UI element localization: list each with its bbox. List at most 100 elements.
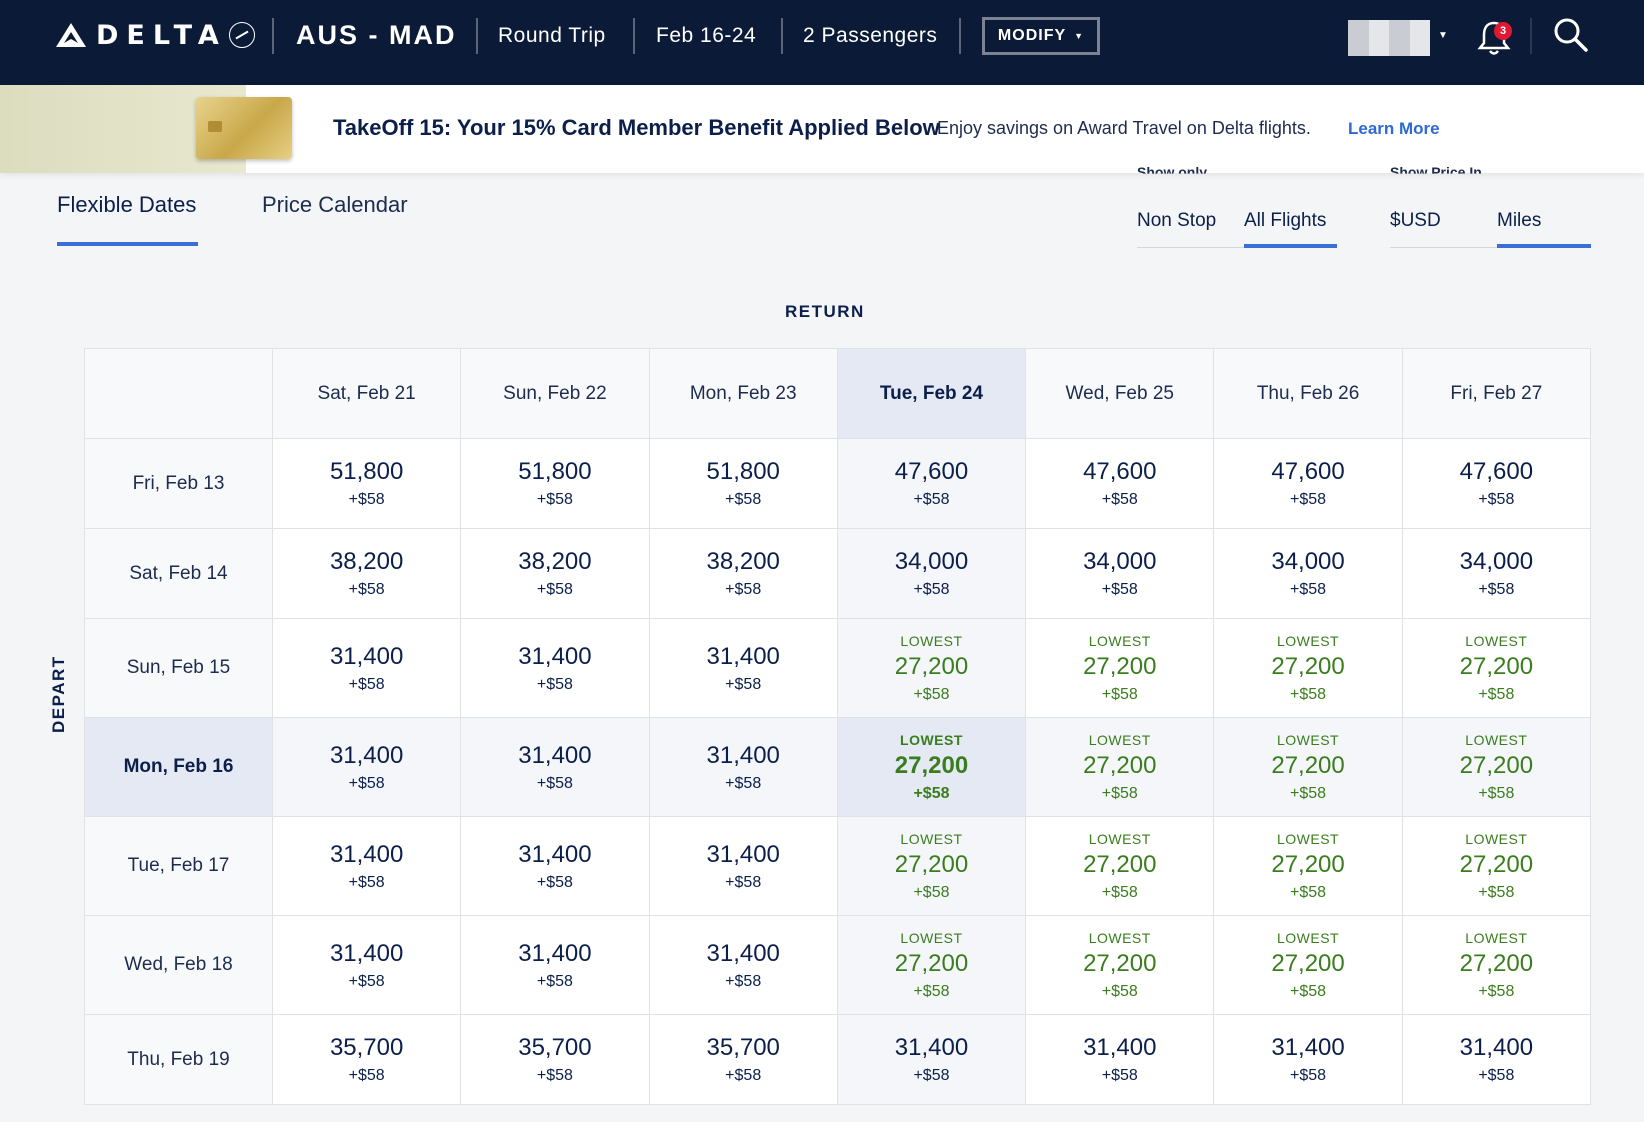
fare-cell[interactable]: 47,600 +$58 — [1213, 438, 1403, 529]
fare-cell[interactable]: 31,400 +$58 — [271, 618, 462, 718]
fare-cell[interactable]: LOWEST 27,200 +$58 — [1025, 816, 1215, 916]
fare-cell[interactable]: 35,700 +$58 — [648, 1014, 838, 1105]
fare-fee: +$58 — [1101, 491, 1138, 508]
fare-cell[interactable]: 38,200 +$58 — [648, 528, 838, 619]
fare-cell[interactable]: 34,000 +$58 — [836, 528, 1027, 619]
fare-cell[interactable]: 51,800 +$58 — [271, 438, 462, 529]
fare-cell[interactable]: 47,600 +$58 — [836, 438, 1027, 529]
fare-cell[interactable]: LOWEST 27,200 +$58 — [1213, 915, 1403, 1015]
fare-cell[interactable]: 51,800 +$58 — [460, 438, 650, 529]
depart-date-header: Thu, Feb 19 — [84, 1014, 273, 1105]
depart-date-header: Fri, Feb 13 — [84, 438, 273, 529]
lowest-badge: LOWEST — [1276, 929, 1340, 946]
fare-miles: 51,800 — [518, 458, 592, 485]
tab-price-calendar[interactable]: Price Calendar — [262, 192, 408, 217]
fare-cell[interactable]: 31,400 +$58 — [460, 717, 650, 817]
account-avatar[interactable] — [1348, 20, 1430, 56]
fare-cell[interactable]: 38,200 +$58 — [460, 528, 650, 619]
fare-cell[interactable]: LOWEST 27,200 +$58 — [1025, 717, 1215, 817]
return-date-header: Thu, Feb 26 — [1213, 348, 1403, 439]
divider — [781, 18, 783, 54]
fare-cell[interactable]: 31,400 +$58 — [460, 618, 650, 718]
lowest-badge: LOWEST — [1088, 929, 1151, 946]
lowest-badge: LOWEST — [1465, 731, 1528, 748]
return-date-header: Sun, Feb 22 — [460, 348, 650, 439]
fare-miles: 31,400 — [1459, 1034, 1534, 1061]
fare-cell[interactable]: LOWEST 27,200 +$58 — [1025, 915, 1215, 1015]
fare-cell[interactable]: 31,400 +$58 — [460, 915, 650, 1015]
fare-cell[interactable]: LOWEST 27,200 +$58 — [1025, 618, 1215, 718]
fare-cell[interactable]: 31,400 +$58 — [648, 717, 838, 817]
fare-fee: +$58 — [348, 491, 385, 508]
fare-cell[interactable]: 31,400 +$58 — [648, 618, 838, 718]
trip-dates: Feb 16-24 — [656, 24, 757, 47]
fare-cell[interactable]: LOWEST 27,200 +$58 — [836, 915, 1027, 1015]
return-date-header-row: Sat, Feb 21 Sun, Feb 22 Mon, Feb 23 Tue, Fe… — [84, 348, 1592, 439]
fare-cell[interactable]: 31,400 +$58 — [1213, 1014, 1403, 1105]
fare-cell[interactable]: 35,700 +$58 — [271, 1014, 462, 1105]
fare-fee: +$58 — [1101, 1067, 1138, 1084]
fare-fee: +$58 — [913, 491, 950, 508]
modify-label: MODIFY — [997, 27, 1067, 44]
account-caret-icon[interactable]: ▼ — [1438, 30, 1448, 41]
fare-fee: +$58 — [1290, 685, 1327, 703]
price-usd[interactable]: $USD — [1390, 210, 1441, 231]
seal-icon — [228, 22, 255, 48]
filter-all-flights[interactable]: All Flights — [1244, 210, 1327, 231]
fare-cell[interactable]: LOWEST 27,200 +$58 — [1213, 618, 1403, 718]
passenger-count: 2 Passengers — [803, 24, 938, 47]
fare-cell[interactable]: 31,400 +$58 — [271, 717, 462, 817]
fare-miles: 27,200 — [1271, 751, 1345, 779]
delta-logo[interactable]: DELTA — [56, 18, 255, 52]
depart-date-header: Tue, Feb 17 — [84, 816, 273, 916]
grid-body: Fri, Feb 13 51,800 +$58 51,800 +$58 51,800 +$5… — [84, 438, 1592, 1105]
tab-flexible-dates[interactable]: Flexible Dates — [57, 192, 197, 217]
divider — [959, 18, 961, 54]
fare-cell[interactable]: LOWEST 27,200 +$58 — [1213, 816, 1403, 916]
fare-cell[interactable]: 31,400 +$58 — [271, 915, 462, 1015]
price-miles[interactable]: Miles — [1497, 210, 1542, 231]
search-icon[interactable] — [1552, 16, 1590, 54]
fare-cell[interactable]: 31,400 +$58 — [271, 816, 462, 916]
fare-cell[interactable]: LOWEST 27,200 +$58 — [1213, 717, 1403, 817]
fare-cell[interactable]: LOWEST 27,200 +$58 — [1401, 717, 1592, 817]
fare-cell[interactable]: 31,400 +$58 — [648, 915, 838, 1015]
fare-miles: 31,400 — [706, 840, 780, 868]
fare-cell[interactable]: LOWEST 27,200 +$58 — [1401, 618, 1592, 718]
fare-cell[interactable]: LOWEST 27,200 +$58 — [836, 618, 1027, 718]
modify-button[interactable]: MODIFY ▼ — [982, 17, 1100, 55]
fare-cell[interactable]: 47,600 +$58 — [1401, 438, 1592, 529]
fare-cell[interactable]: 31,400 +$58 — [1401, 1014, 1592, 1105]
fare-cell[interactable]: 51,800 +$58 — [648, 438, 838, 529]
fare-fee: +$58 — [1101, 883, 1138, 901]
fare-cell[interactable]: 35,700 +$58 — [460, 1014, 650, 1105]
top-header: DELTA AUS - MAD Round Trip Feb 16-24 2 P… — [0, 0, 1644, 85]
lowest-badge: LOWEST — [900, 731, 963, 748]
fare-cell[interactable]: 31,400 +$58 — [1025, 1014, 1215, 1105]
fare-miles: 34,000 — [1271, 548, 1345, 575]
table-row: Wed, Feb 18 31,400 +$58 31,400 +$58 31,400 +$5… — [84, 915, 1592, 1015]
lowest-badge: LOWEST — [900, 830, 963, 847]
fare-cell[interactable]: LOWEST 27,200 +$58 — [1401, 816, 1592, 916]
fare-cell[interactable]: 31,400 +$58 — [836, 1014, 1027, 1105]
lowest-badge: LOWEST — [1088, 632, 1151, 649]
fare-cell[interactable]: 34,000 +$58 — [1401, 528, 1592, 619]
fare-cell[interactable]: LOWEST 27,200 +$58 — [836, 717, 1027, 817]
fare-cell[interactable]: LOWEST 27,200 +$58 — [836, 816, 1027, 916]
fare-cell[interactable]: 38,200 +$58 — [271, 528, 462, 619]
credit-card-image — [196, 97, 292, 159]
delta-widget-icon — [56, 23, 86, 47]
fare-cell[interactable]: 34,000 +$58 — [1213, 528, 1403, 619]
fare-cell[interactable]: 31,400 +$58 — [648, 816, 838, 916]
fare-cell[interactable]: 31,400 +$58 — [460, 816, 650, 916]
fare-miles: 31,400 — [1083, 1034, 1157, 1061]
filter-nonstop[interactable]: Non Stop — [1137, 210, 1217, 231]
fare-fee: +$58 — [1290, 784, 1327, 802]
fare-cell[interactable]: 34,000 +$58 — [1025, 528, 1215, 619]
fare-miles: 35,700 — [706, 1034, 780, 1061]
learn-more-link[interactable]: Learn More — [1348, 119, 1440, 138]
fare-cell[interactable]: 47,600 +$58 — [1025, 438, 1215, 529]
fare-miles: 31,400 — [329, 741, 404, 769]
lowest-badge: LOWEST — [1465, 830, 1528, 847]
fare-cell[interactable]: LOWEST 27,200 +$58 — [1401, 915, 1592, 1015]
